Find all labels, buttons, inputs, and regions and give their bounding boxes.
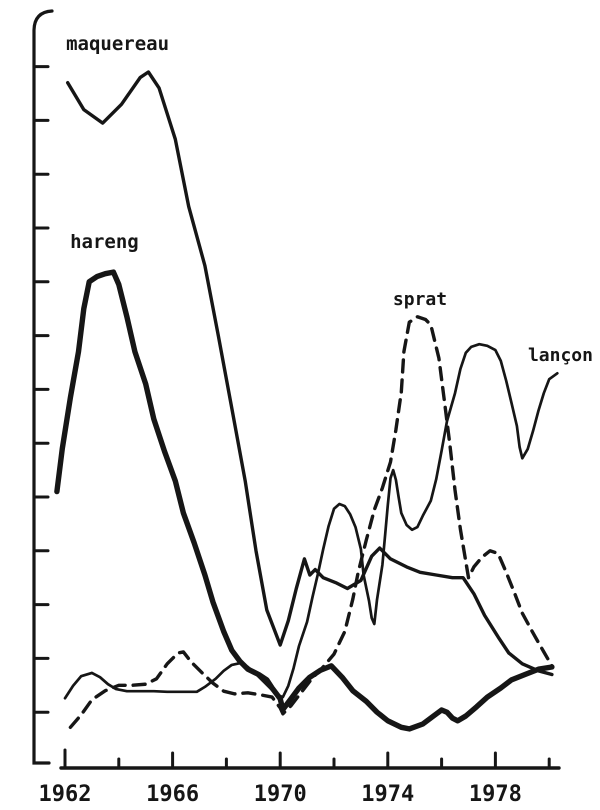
series-label-maquereau: maquereau	[66, 33, 169, 55]
x-axis-tick-label: 1966	[146, 782, 199, 807]
x-axis-tick-label: 1974	[361, 782, 414, 807]
series-line-sprat	[68, 315, 554, 729]
y-axis-line	[32, 9, 54, 765]
x-axis-tick-label: 1970	[254, 782, 307, 807]
series-label-lancon: lançon	[528, 345, 593, 366]
series-line-hareng	[54, 269, 555, 732]
series-label-hareng: hareng	[70, 231, 139, 253]
series-label-sprat: sprat	[393, 289, 447, 310]
series-line-maquereau	[66, 70, 554, 677]
series-line-lancon	[63, 342, 559, 700]
x-axis-tick-label: 1978	[469, 782, 522, 807]
x-axis-tick-label: 1962	[39, 782, 92, 807]
